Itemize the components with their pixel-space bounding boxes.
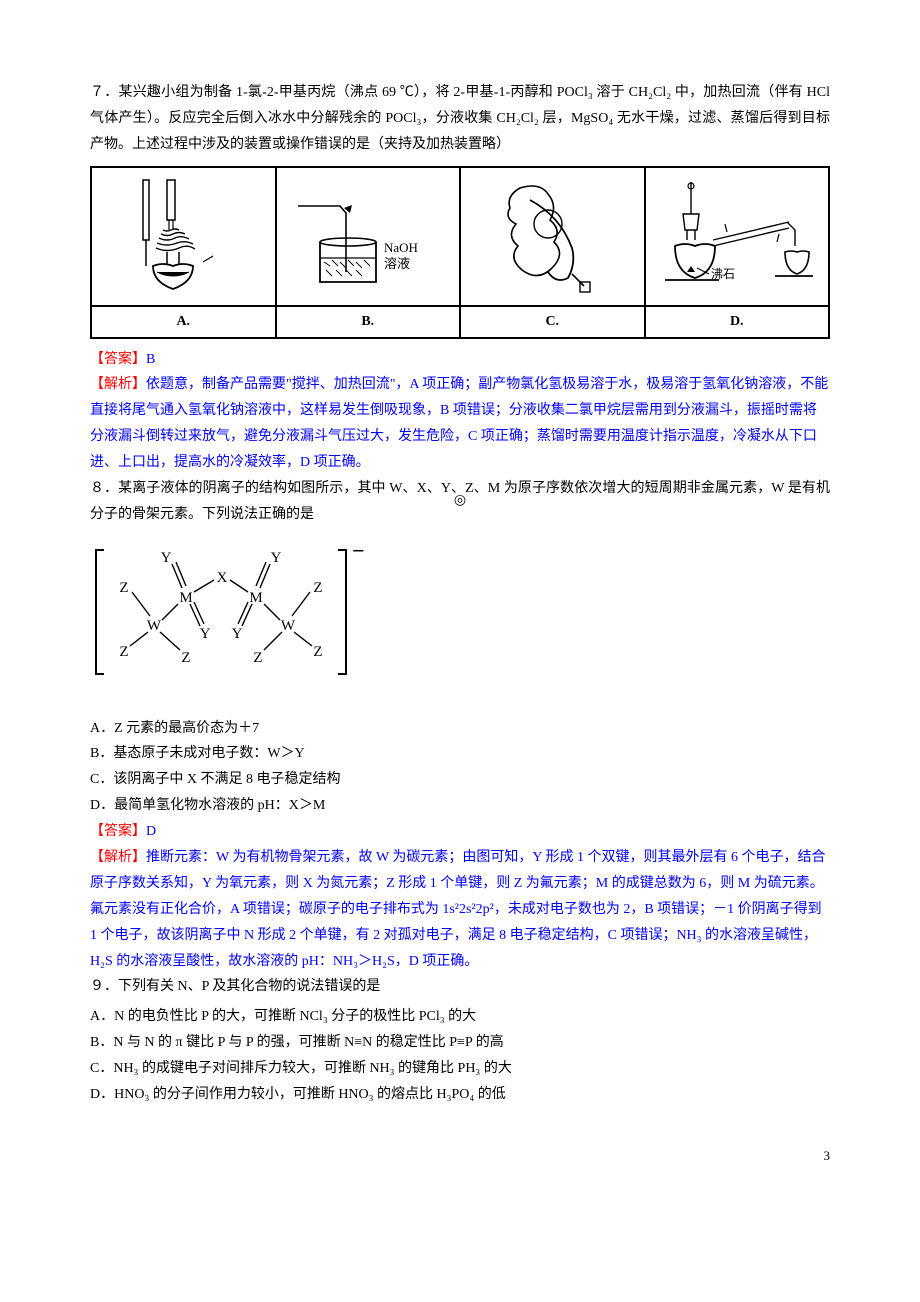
q8-options: A．Z 元素的最高价态为＋7 B．基态原子未成对电子数：W＞Y C．该阴离子中 … [90,716,830,820]
svg-text:X: X [217,570,228,586]
q8-option-b: B．基态原子未成对电子数：W＞Y [90,741,830,767]
q7-label-a: A. [92,305,275,337]
q8-explain: 【解析】推断元素：W 为有机物骨架元素，故 W 为碳元素；由图可知，Y 形成 1… [90,845,830,974]
q7-explain-text: 依题意，制备产品需要"搅拌、加热回流"，A 项正确；副产物氯化氢极易溶于水，极易… [90,377,828,470]
q8-answer: 【答案】D [90,819,830,845]
svg-text:Z: Z [119,644,128,660]
svg-text:Z: Z [119,580,128,596]
q7-answer-label: 【答案】 [90,352,146,367]
svg-text:M: M [249,590,262,606]
q8-option-a: A．Z 元素的最高价态为＋7 [90,716,830,742]
q7-label-c: C. [461,305,644,337]
beaker-label-1: NaOH [384,240,418,255]
q7-figure-row: A. NaOH 溶液 B. [90,166,830,339]
q8-answer-label: 【答案】 [90,824,146,839]
q8-explain-text: 推断元素：W 为有机物骨架元素，故 W 为碳元素；由图可知，Y 形成 1 个双键… [90,850,826,969]
q7-figure-cell-d: 沸石 D. [646,168,829,337]
q7-figure-cell-a: A. [92,168,277,337]
q9-options: A．N 的电负性比 P 的大，可推断 NCl₃ 分子的极性比 PCl₃ 的大 B… [90,1004,830,1108]
svg-text:Z: Z [313,644,322,660]
svg-text:W: W [147,618,162,634]
q7-figure-cell-c: C. [461,168,646,337]
q9-option-a: A．N 的电负性比 P 的大，可推断 NCl₃ 分子的极性比 PCl₃ 的大 [90,1004,830,1030]
q8-answer-value: D [146,824,156,839]
svg-text:Y: Y [161,550,172,566]
svg-text:Z: Z [181,650,190,666]
beaker-label-2: 溶液 [384,256,410,271]
q7-figure-b: NaOH 溶液 [277,168,460,305]
q8-option-c: C．该阴离子中 X 不满足 8 电子稳定结构 [90,767,830,793]
svg-text:Y: Y [232,626,243,642]
q8-diagram: − Y Z Z Z W M Y X Y Z Z Z W M Y [90,528,830,704]
q7-label-b: B. [277,305,460,337]
q7-text: ７．某兴趣小组为制备 1-氯-2-甲基丙烷（沸点 69 ℃），将 2-甲基-1-… [90,80,830,158]
q7-label-d: D. [646,305,829,337]
svg-text:Y: Y [200,626,211,642]
svg-text:M: M [179,590,192,606]
q7-explain: 【解析】依题意，制备产品需要"搅拌、加热回流"，A 项正确；副产物氯化氢极易溶于… [90,372,830,476]
q8-explain-label: 【解析】 [90,850,146,865]
q9-option-b: B．N 与 N 的 π 键比 P 与 P 的强，可推断 N≡N 的稳定性比 P≡… [90,1030,830,1056]
q8-option-d: D．最简单氢化物水溶液的 pH：X＞M [90,793,830,819]
d-label: 沸石 [711,267,735,281]
q7-answer: 【答案】B [90,347,830,373]
svg-text:Z: Z [313,580,322,596]
svg-text:Y: Y [271,550,282,566]
svg-text:−: − [352,538,365,563]
svg-text:W: W [281,618,296,634]
page-number: 3 [90,1144,830,1168]
q7-figure-cell-b: NaOH 溶液 B. [277,168,462,337]
q7-explain-label: 【解析】 [90,377,146,392]
q7-figure-d: 沸石 [646,168,829,305]
q7-figure-a [92,168,275,305]
q7-figure-c [461,168,644,305]
q7-answer-value: B [146,352,155,367]
q9-option-c: C．NH₃ 的成键电子对间排斥力较大，可推断 NH₃ 的键角比 PH₃ 的大 [90,1056,830,1082]
q9-text: ９．下列有关 N、P 及其化合物的说法错误的是 [90,974,830,1000]
svg-text:Z: Z [253,650,262,666]
q9-option-d: D．HNO₃ 的分子间作用力较小，可推断 HNO₃ 的熔点比 H₃PO₄ 的低 [90,1082,830,1108]
